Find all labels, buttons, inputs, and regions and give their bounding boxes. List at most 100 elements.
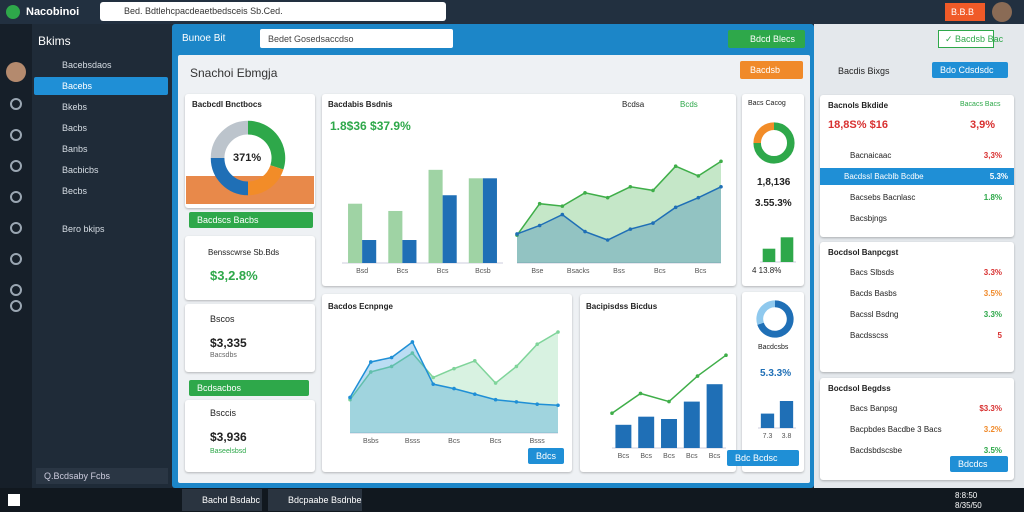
donut-segment xyxy=(210,120,249,159)
green-bar[interactable]: Bcdsacbos xyxy=(189,380,309,396)
stat-label: Bsccis xyxy=(210,408,237,418)
sidebar-title: Bkims xyxy=(38,34,71,48)
side-value: 3.55.3% xyxy=(755,198,792,209)
header-button[interactable]: B.B.B xyxy=(945,3,985,21)
x-tick-label: Bcs xyxy=(695,268,707,275)
point xyxy=(515,232,519,236)
bar xyxy=(780,237,794,262)
point xyxy=(719,159,723,164)
menu-icon xyxy=(10,222,22,234)
x-tick-label: Bcs xyxy=(654,268,666,275)
point xyxy=(651,221,655,225)
point xyxy=(473,392,477,396)
row-label: Bacds Basbs xyxy=(850,289,897,298)
panel-button[interactable]: ✓ Bacdsb Bac xyxy=(938,30,1003,48)
menu-item[interactable]: Banbs xyxy=(62,144,88,154)
right-button[interactable]: Bdo Cdsdsdc xyxy=(932,62,1008,78)
menu-item[interactable]: Bacbicbs xyxy=(62,165,99,175)
point xyxy=(638,391,643,396)
menu-icon xyxy=(10,191,22,203)
sidebar xyxy=(32,24,172,488)
list-row[interactable]: Bacs Slbsds 3.3% xyxy=(826,264,1008,281)
list-row[interactable]: Bacdssl Bacblb Bcdbe 5.3% xyxy=(820,168,1014,185)
stat-sub: Bacsdbs xyxy=(210,352,237,359)
sidebar-footer[interactable]: Q.Bcdsaby Fcbs xyxy=(36,468,168,484)
start-button[interactable] xyxy=(8,494,20,506)
row-label: Bacdsbdscsbe xyxy=(850,446,903,455)
point xyxy=(537,223,542,228)
list-row[interactable]: Bacsebs Bacnlasc 1.8% xyxy=(826,189,1008,206)
point xyxy=(410,340,415,344)
list-row[interactable]: Bacnaicaac 3,3% xyxy=(826,147,1008,164)
menu-item[interactable]: Bacebs xyxy=(34,77,168,95)
area xyxy=(517,161,721,263)
x-tick-label: Bsacks xyxy=(567,268,590,275)
bar xyxy=(760,413,775,428)
taskbar-app[interactable]: Bachd Bsdabc xyxy=(182,489,262,511)
point xyxy=(696,195,701,200)
point xyxy=(719,184,723,189)
row-label: Bacnaicaac xyxy=(850,151,892,160)
card-button[interactable]: Bdcdcs xyxy=(950,456,1008,472)
point xyxy=(673,164,678,168)
list-row[interactable]: Bacsbjngs xyxy=(826,210,1008,227)
avatar[interactable] xyxy=(992,2,1012,22)
card-title: Bacs Cacog xyxy=(748,100,786,107)
point xyxy=(473,359,477,363)
taskbar-app[interactable]: Bdcpaabe Bsdnbe xyxy=(268,489,362,511)
legend-item: Bcds xyxy=(680,100,698,109)
x-tick-label: Bsd xyxy=(356,268,368,275)
donut-chart xyxy=(210,120,286,196)
action-button[interactable]: Bacdsb xyxy=(740,61,803,79)
menu-item[interactable]: Bacebsdaos xyxy=(62,60,112,70)
right-dropdown[interactable]: Bacdis Bixgs xyxy=(838,66,890,76)
line xyxy=(516,160,722,236)
row-label: Bacs Slbsds xyxy=(850,268,895,277)
list-row[interactable]: Bacds Basbs 3.5% xyxy=(826,285,1008,302)
x-tick-label: Bcs xyxy=(640,453,652,460)
stat-value: $3,335 xyxy=(210,336,247,350)
menu-icon xyxy=(10,253,22,265)
search-box[interactable]: Bedet Gosedsaccdso xyxy=(260,29,453,48)
bar xyxy=(779,401,794,428)
point xyxy=(605,238,610,242)
toolbar-button[interactable]: Bdcd Blecs xyxy=(728,30,806,48)
card-title: Bacipisdss Bicdus xyxy=(586,302,658,311)
row-label: Bacssl Bsdng xyxy=(850,310,899,319)
menu-item[interactable]: Bero bkips xyxy=(62,224,105,234)
bar xyxy=(362,240,377,263)
list-row[interactable]: Bacssl Bsdng 3.3% xyxy=(826,306,1008,323)
menu-icon xyxy=(10,300,22,312)
bar xyxy=(402,240,417,263)
browser-tab[interactable]: Bed. Bdtlehcpacdeaetbedsceis Sb.Ced. xyxy=(100,2,446,21)
green-bar[interactable]: Bacdscs Bacbs xyxy=(189,212,313,228)
list-row[interactable]: Bacdsbdscsbe 3.5% xyxy=(826,442,1008,459)
side-button[interactable]: Bdc Bcdsc xyxy=(727,450,799,466)
point xyxy=(537,201,542,206)
point xyxy=(696,174,701,178)
x-tick-label: Bse xyxy=(531,268,543,275)
point xyxy=(667,399,671,404)
donut-label: 371% xyxy=(233,152,262,164)
big-value: 3,9% xyxy=(970,119,996,131)
menu-item[interactable]: Becbs xyxy=(62,186,88,196)
dropdown[interactable]: Bunoe Bit xyxy=(182,33,226,44)
list-row[interactable]: Bacs Banpsg $3.3% xyxy=(826,400,1008,417)
point xyxy=(651,188,655,193)
row-value: 5.3% xyxy=(989,172,1008,181)
point xyxy=(535,342,539,346)
bar-chart: Bsd Bcs Bcs Bcsb xyxy=(342,169,503,275)
card-title: Bacbcdl Bnctbocs xyxy=(192,100,262,109)
card-title: Bocdsol Begdss xyxy=(828,384,891,393)
menu-item[interactable]: Bkebs xyxy=(62,102,88,112)
taskbar xyxy=(0,488,1024,512)
chart-button[interactable]: Bdcs xyxy=(528,448,565,464)
right-card: Bocdsol Begdss Bacs Banpsg $3.3% Bacpbdes B… xyxy=(820,378,1014,480)
menu-item[interactable]: Bacbs xyxy=(62,123,88,133)
list-row[interactable]: Bacdsscss 5 xyxy=(826,327,1008,344)
list-row[interactable]: Bacpbdes Bacdbe 3 Bacs 3.2% xyxy=(826,421,1008,438)
stat-card xyxy=(185,236,315,300)
x-tick-label: Bcs xyxy=(397,268,409,275)
bar-chart xyxy=(760,237,796,263)
side-value: 1,8,136 xyxy=(757,177,791,188)
